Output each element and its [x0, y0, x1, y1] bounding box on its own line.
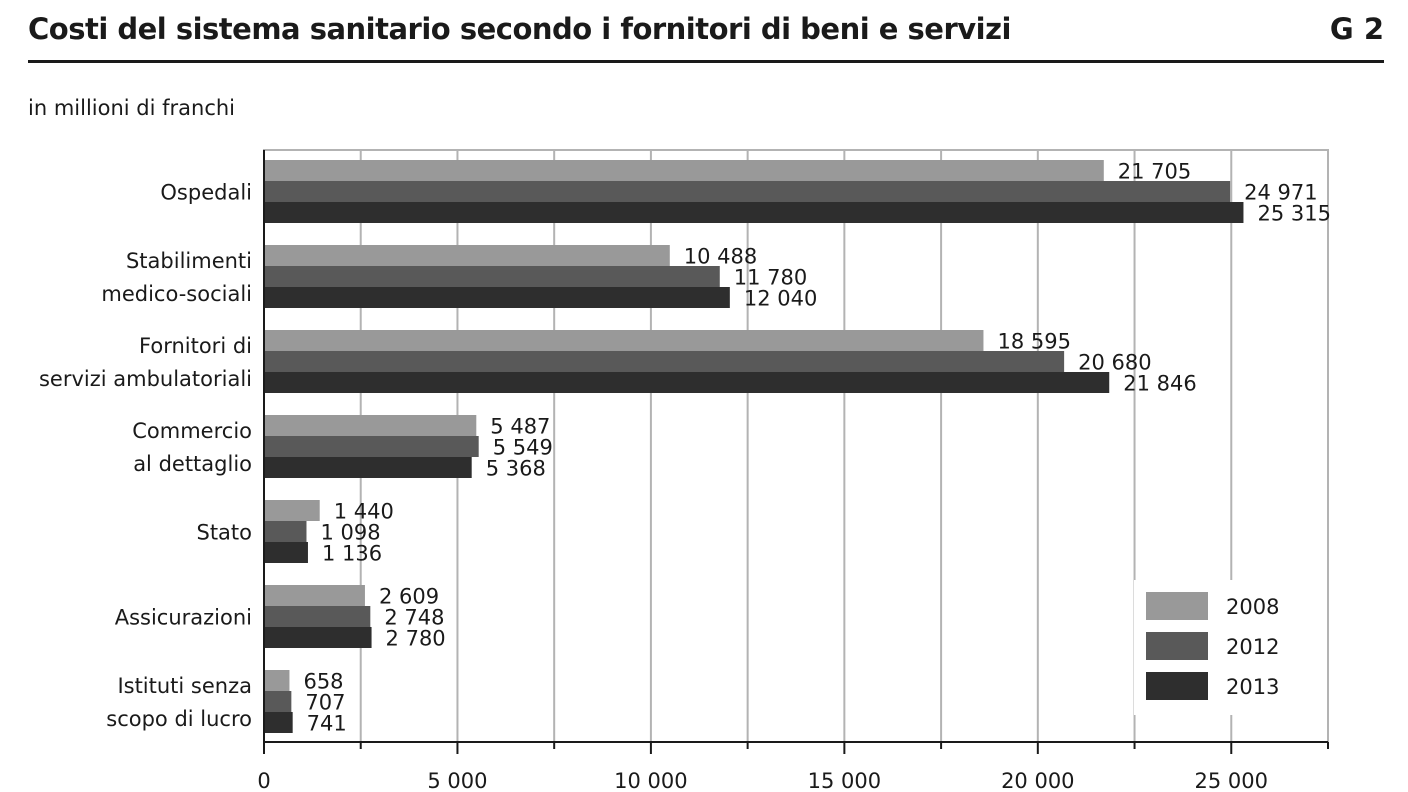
bar-2012-1	[264, 266, 720, 287]
legend-label: 2013	[1226, 675, 1279, 699]
value-label: 18 595	[997, 330, 1070, 354]
value-label: 21 705	[1118, 160, 1191, 184]
bar-2012-5	[264, 606, 371, 627]
bar-2008-2	[264, 330, 984, 351]
value-label: 5 549	[493, 436, 553, 460]
category-label: Ospedali	[160, 181, 252, 205]
bar-2012-4	[264, 521, 307, 542]
value-label: 658	[303, 670, 343, 694]
chart-title: Costi del sistema sanitario secondo i fo…	[28, 12, 1011, 46]
bar-2012-2	[264, 351, 1065, 372]
bar-2013-3	[264, 457, 472, 478]
value-label: 741	[307, 712, 347, 736]
value-label: 707	[305, 691, 345, 715]
bar-2008-6	[264, 670, 290, 691]
category-label: scopo di lucro	[106, 707, 252, 731]
value-label: 20 680	[1078, 351, 1151, 375]
category-label: medico-sociali	[101, 282, 252, 306]
bar-2008-0	[264, 160, 1104, 181]
legend-swatch-2013	[1146, 672, 1208, 700]
category-label: Fornitori di	[139, 334, 252, 358]
bar-2013-1	[264, 287, 730, 308]
value-label: 25 315	[1257, 202, 1330, 226]
bar-2012-0	[264, 181, 1231, 202]
x-tick-label: 15 000	[808, 769, 881, 792]
value-label: 5 368	[486, 457, 546, 481]
bar-2012-6	[264, 691, 292, 712]
bar-2013-5	[264, 627, 372, 648]
bar-2008-1	[264, 245, 670, 266]
value-label: 21 846	[1123, 372, 1196, 396]
x-tick-label: 5 000	[427, 769, 487, 792]
unit-label: in millioni di franchi	[28, 96, 236, 120]
category-label: Commercio	[132, 419, 252, 443]
x-tick-label: 25 000	[1195, 769, 1268, 792]
x-tick-label: 10 000	[614, 769, 687, 792]
category-label: Stato	[196, 521, 252, 545]
value-label: 5 487	[490, 415, 550, 439]
title-rule	[28, 60, 1384, 63]
figure-code: G 2	[1329, 12, 1384, 46]
value-label: 12 040	[744, 287, 817, 311]
legend-swatch-2012	[1146, 632, 1208, 660]
value-label: 11 780	[734, 266, 807, 290]
bar-2013-0	[264, 202, 1244, 223]
category-label: Istituti senza	[117, 674, 252, 698]
value-label: 2 780	[386, 627, 446, 651]
value-label: 10 488	[684, 245, 757, 269]
category-label: al dettaglio	[133, 452, 252, 476]
category-label: servizi ambulatoriali	[39, 367, 252, 391]
bar-2013-6	[264, 712, 293, 733]
legend-label: 2012	[1226, 635, 1279, 659]
bar-2008-5	[264, 585, 365, 606]
value-label: 24 971	[1244, 181, 1317, 205]
value-label: 1 098	[320, 521, 380, 545]
category-label: Assicurazioni	[115, 606, 252, 630]
bar-2013-2	[264, 372, 1110, 393]
x-tick-label: 20 000	[1001, 769, 1074, 792]
category-label: Stabilimenti	[126, 249, 252, 273]
value-label: 2 748	[384, 606, 444, 630]
bar-2008-3	[264, 415, 477, 436]
bar-2013-4	[264, 542, 308, 563]
bar-2012-3	[264, 436, 479, 457]
legend-label: 2008	[1226, 595, 1279, 619]
x-tick-label: 0	[257, 769, 270, 792]
value-label: 1 136	[322, 542, 382, 566]
legend-swatch-2008	[1146, 592, 1208, 620]
value-label: 2 609	[379, 585, 439, 609]
bar-2008-4	[264, 500, 320, 521]
value-label: 1 440	[334, 500, 394, 524]
